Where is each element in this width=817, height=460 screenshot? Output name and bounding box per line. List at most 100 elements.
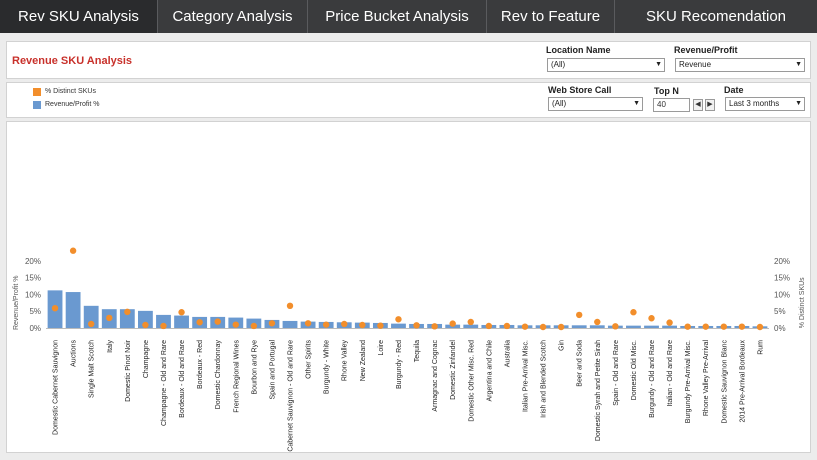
distinct-sku-point xyxy=(738,323,746,330)
distinct-sku-point xyxy=(359,321,366,329)
distinct-sku-point xyxy=(214,318,221,325)
distinct-sku-point xyxy=(395,316,402,323)
y2-tick-label: 20% xyxy=(774,257,790,266)
distinct-sku-point xyxy=(648,315,655,322)
x-tick-label: Italian Pre-Arrival Misc. xyxy=(522,340,529,412)
x-tick-label: Bordeaux - Old and Rare xyxy=(179,340,186,418)
legend-filter-panel xyxy=(6,82,811,118)
distinct-sku-point xyxy=(756,323,764,331)
revenue-sku-chart: Revenue/Profit % % Distinct SKUs 0% 5% 10% 15… xyxy=(13,247,806,453)
y-tick-label: 5% xyxy=(29,307,41,316)
bar xyxy=(83,305,99,328)
web-store-filter-label: Web Store Call xyxy=(548,85,612,95)
x-tick-label: Domestic Cabernet Sauvignon xyxy=(53,340,60,435)
distinct-sku-point xyxy=(196,319,203,326)
x-tick-label: Domestic Cabernet Sauvignon - Old and Ra… xyxy=(288,340,295,453)
x-tick-label: Burgundy - Old and Rare xyxy=(649,340,656,418)
bar xyxy=(138,310,153,328)
distinct-sku-point xyxy=(413,322,420,329)
y-tick-label: 10% xyxy=(25,290,41,299)
distinct-sku-point xyxy=(485,322,493,330)
page-title: Revenue SKU Analysis xyxy=(12,55,133,67)
x-tick-label: Domestic Pinot Noir xyxy=(125,339,132,402)
bar xyxy=(644,325,659,328)
chevron-down-icon: ▼ xyxy=(633,100,640,107)
y2-tick-label: 15% xyxy=(774,274,790,283)
bar xyxy=(119,309,135,328)
y-tick-label: 15% xyxy=(25,274,41,283)
legend-label-distinct-skus: % Distinct SKUs xyxy=(45,88,96,95)
x-tick-label: Rhone Valley Pre-Arrival xyxy=(703,340,710,417)
x-tick-label: Domestic Zinfandel xyxy=(450,340,457,400)
distinct-sku-point xyxy=(521,323,529,330)
distinct-sku-point xyxy=(431,323,438,330)
topn-decrement-button[interactable]: ◀ xyxy=(693,99,703,111)
bar xyxy=(571,325,587,328)
distinct-sku-point xyxy=(178,309,185,316)
tab-price-bucket-analysis[interactable]: Price Bucket Analysis xyxy=(308,0,487,33)
chevron-down-icon: ▼ xyxy=(795,100,802,107)
distinct-sku-point xyxy=(304,320,312,327)
distinct-sku-point xyxy=(630,309,637,316)
tab-category-analysis[interactable]: Category Analysis xyxy=(158,0,308,33)
distinct-sku-point xyxy=(124,308,131,316)
y-axis-title: Revenue/Profit % xyxy=(13,276,20,330)
chevron-down-icon: ▼ xyxy=(795,61,802,68)
distinct-sku-point xyxy=(377,322,384,329)
chevron-down-icon: ▼ xyxy=(655,61,662,68)
topn-input[interactable]: 40 xyxy=(653,98,690,112)
y-tick-label: 0% xyxy=(29,324,41,333)
distinct-sku-point xyxy=(69,247,77,254)
x-tick-label: Italian - Old and Rare xyxy=(667,340,674,407)
web-store-select[interactable]: (All) ▼ xyxy=(548,97,643,111)
x-tick-label: Champagne xyxy=(143,340,150,378)
distinct-sku-point xyxy=(449,320,456,327)
x-tick-label: Other Spirits xyxy=(306,340,313,379)
revenue-profit-select[interactable]: Revenue ▼ xyxy=(675,58,805,72)
distinct-sku-point xyxy=(51,304,59,312)
distinct-sku-point xyxy=(503,322,511,330)
x-tick-label: Spain - Old and Rare xyxy=(613,340,620,406)
distinct-sku-point xyxy=(576,311,583,319)
x-tick-label: Burgundy - White xyxy=(324,340,331,394)
distinct-sku-point xyxy=(557,323,565,331)
legend-label-revenue-profit: Revenue/Profit % xyxy=(45,101,100,108)
x-tick-label: Bordeaux - Red xyxy=(197,340,204,389)
x-tick-label: Spain and Portugal xyxy=(269,340,276,400)
revenue-profit-filter-label: Revenue/Profit xyxy=(674,45,738,55)
x-tick-label: Champagne - Old and Rare xyxy=(161,340,168,426)
legend-swatch-distinct-skus xyxy=(33,88,41,96)
y2-tick-label: 5% xyxy=(774,307,786,316)
distinct-sku-point xyxy=(142,321,149,329)
x-tick-label: Single Malt Scotch xyxy=(89,340,96,398)
tab-rev-to-feature[interactable]: Rev to Feature xyxy=(487,0,615,33)
tab-rev-sku-analysis[interactable]: Rev SKU Analysis xyxy=(0,0,158,33)
tab-sku-recomendation[interactable]: SKU Recomendation xyxy=(645,8,787,25)
x-tick-label: Auctions xyxy=(71,340,78,367)
x-tick-label: Domestic Sauvignon Blanc xyxy=(721,340,728,424)
x-tick-label: French Regional Wines xyxy=(233,340,240,413)
x-tick-label: Tequila xyxy=(414,340,421,362)
x-tick-label: Italy xyxy=(107,340,114,353)
distinct-sku-point xyxy=(286,302,294,310)
x-tick-label: Domestic Old Misc. xyxy=(631,340,638,400)
distinct-sku-point xyxy=(720,323,728,330)
x-tick-label: Beer and Soda xyxy=(577,340,584,387)
x-tick-label: Gin xyxy=(559,340,566,351)
y2-tick-label: 10% xyxy=(774,290,790,299)
distinct-sku-point xyxy=(322,321,330,328)
x-tick-label: Rum xyxy=(757,340,764,355)
distinct-sku-point xyxy=(268,320,276,327)
distinct-sku-point xyxy=(684,323,691,330)
distinct-sku-point xyxy=(250,322,258,330)
bar xyxy=(156,314,171,328)
x-tick-label: Irish and Blended Scotch xyxy=(541,340,548,418)
distinct-sku-point xyxy=(666,319,673,326)
bar xyxy=(662,325,677,328)
topn-increment-button[interactable]: ▶ xyxy=(705,99,715,111)
x-tick-label: Rhone Valley xyxy=(342,340,349,382)
location-select[interactable]: (All) ▼ xyxy=(547,58,665,72)
date-select[interactable]: Last 3 months ▼ xyxy=(725,97,805,111)
distinct-sku-point xyxy=(341,320,348,328)
y2-tick-label: 0% xyxy=(774,324,786,333)
